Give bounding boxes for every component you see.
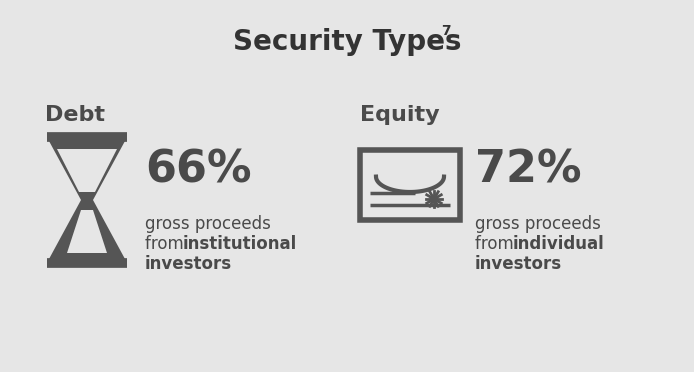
- Text: Debt: Debt: [45, 105, 105, 125]
- Text: investors: investors: [475, 255, 562, 273]
- Text: from: from: [145, 235, 189, 253]
- Polygon shape: [67, 210, 107, 253]
- Text: gross proceeds: gross proceeds: [475, 215, 601, 233]
- Text: gross proceeds: gross proceeds: [145, 215, 271, 233]
- Text: 72%: 72%: [475, 148, 582, 191]
- FancyBboxPatch shape: [360, 150, 460, 220]
- Polygon shape: [57, 149, 117, 192]
- Text: from: from: [475, 235, 519, 253]
- Polygon shape: [49, 200, 125, 259]
- Text: individual: individual: [513, 235, 604, 253]
- Text: investors: investors: [145, 255, 232, 273]
- Text: 7: 7: [441, 24, 450, 38]
- Text: institutional: institutional: [183, 235, 297, 253]
- Text: Security Types: Security Types: [232, 28, 462, 56]
- Text: Equity: Equity: [360, 105, 439, 125]
- Polygon shape: [49, 141, 125, 200]
- Circle shape: [430, 195, 438, 203]
- Text: 66%: 66%: [145, 148, 251, 191]
